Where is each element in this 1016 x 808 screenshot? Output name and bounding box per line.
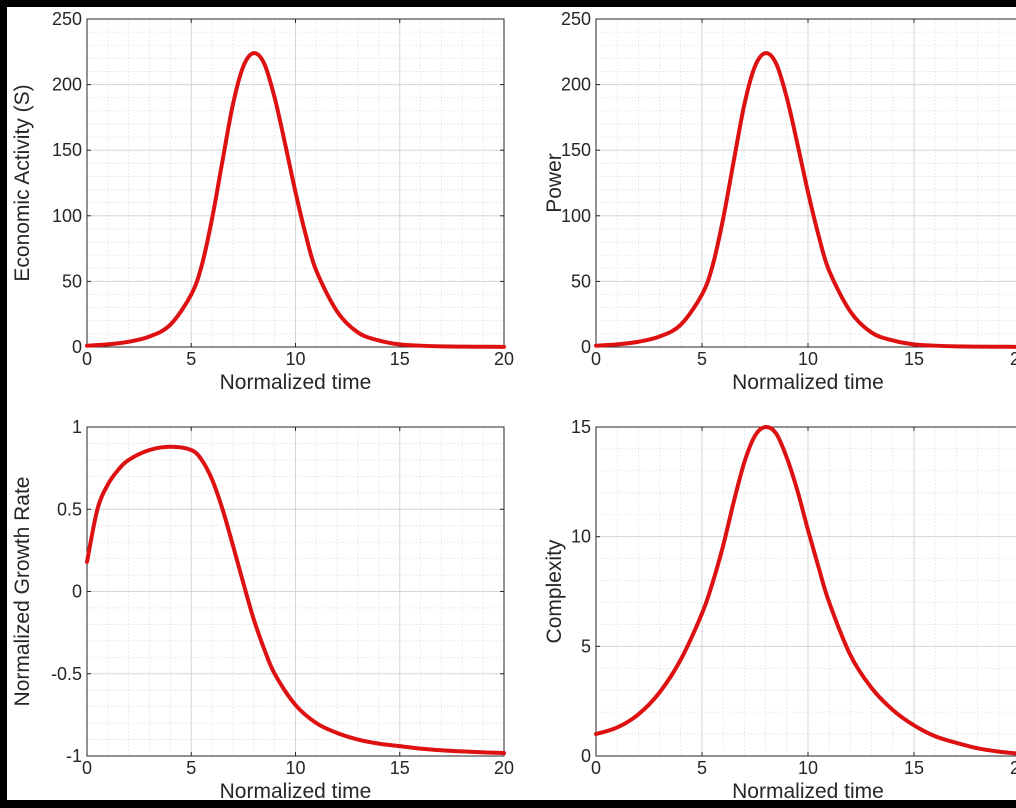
x-tick-label: 10 — [798, 758, 818, 778]
x-tick-label: 5 — [697, 758, 707, 778]
x-axis-label: Normalized time — [732, 780, 884, 800]
y-tick-label: 200 — [561, 75, 591, 95]
x-tick-label: 20 — [1010, 758, 1016, 778]
y-tick-label: 150 — [52, 140, 82, 160]
x-tick-label: 20 — [494, 349, 514, 369]
y-tick-label: 0 — [581, 337, 591, 357]
x-tick-label: 5 — [186, 758, 196, 778]
x-tick-label: 20 — [1010, 349, 1016, 369]
y-axis-label: Power — [543, 153, 566, 213]
y-tick-label: 200 — [52, 75, 82, 95]
x-tick-label: 0 — [591, 758, 601, 778]
y-tick-label: 5 — [581, 636, 591, 656]
y-tick-label: 50 — [62, 271, 82, 291]
x-tick-label: 15 — [390, 349, 410, 369]
y-tick-label: 100 — [561, 206, 591, 226]
y-tick-label: 1 — [72, 417, 82, 437]
figure: 0 5 10 15 20 0 50 100 150 200 250 Normalized time Ec… — [7, 7, 1016, 800]
x-tick-label: 20 — [494, 758, 514, 778]
y-tick-label: 10 — [571, 527, 591, 547]
y-tick-label: 0 — [72, 582, 82, 602]
x-axis-label: Normalized time — [732, 371, 884, 394]
x-tick-label: 10 — [798, 349, 818, 369]
y-tick-label: 50 — [571, 271, 591, 291]
x-tick-label: 10 — [285, 349, 305, 369]
y-tick-label: 100 — [52, 206, 82, 226]
y-tick-label: 0.5 — [57, 499, 82, 519]
y-tick-label: 250 — [561, 9, 591, 29]
x-tick-label: 5 — [186, 349, 196, 369]
chart-panel-3: 0 5 10 15 20 -1 -0.5 0 0.5 1 Normalized time Normal… — [11, 417, 514, 800]
minor-grid — [87, 19, 504, 347]
x-tick-label: 5 — [697, 349, 707, 369]
minor-grid — [596, 19, 1016, 347]
x-tick-label: 15 — [390, 758, 410, 778]
x-tick-label: 15 — [904, 349, 924, 369]
x-tick-label: 0 — [82, 758, 92, 778]
y-tick-label: 250 — [52, 9, 82, 29]
y-tick-label: -0.5 — [51, 664, 82, 684]
plot-area — [596, 427, 1016, 756]
y-axis-label: Economic Activity (S) — [11, 84, 34, 281]
x-tick-label: 0 — [591, 349, 601, 369]
x-tick-label: 10 — [285, 758, 305, 778]
x-axis-label: Normalized time — [220, 371, 372, 394]
tick-marks — [595, 426, 915, 757]
y-tick-label: 15 — [571, 417, 591, 437]
y-axis-label: Normalized Growth Rate — [11, 477, 34, 707]
x-tick-label: 0 — [82, 349, 92, 369]
y-axis-label: Complexity — [543, 539, 566, 643]
x-tick-label: 15 — [904, 758, 924, 778]
y-tick-label: -1 — [66, 746, 82, 766]
series-line — [85, 51, 506, 349]
series-line — [85, 444, 506, 756]
series-line — [594, 51, 1016, 349]
series-line — [594, 424, 1016, 756]
minor-grid — [596, 427, 1016, 756]
y-tick-label: 0 — [72, 337, 82, 357]
x-axis-label: Normalized time — [220, 780, 372, 800]
chart-panel-4: 0 5 10 15 20 0 5 10 15 Normalized time Complexity — [543, 417, 1016, 800]
y-tick-label: 0 — [581, 746, 591, 766]
y-tick-label: 150 — [561, 140, 591, 160]
